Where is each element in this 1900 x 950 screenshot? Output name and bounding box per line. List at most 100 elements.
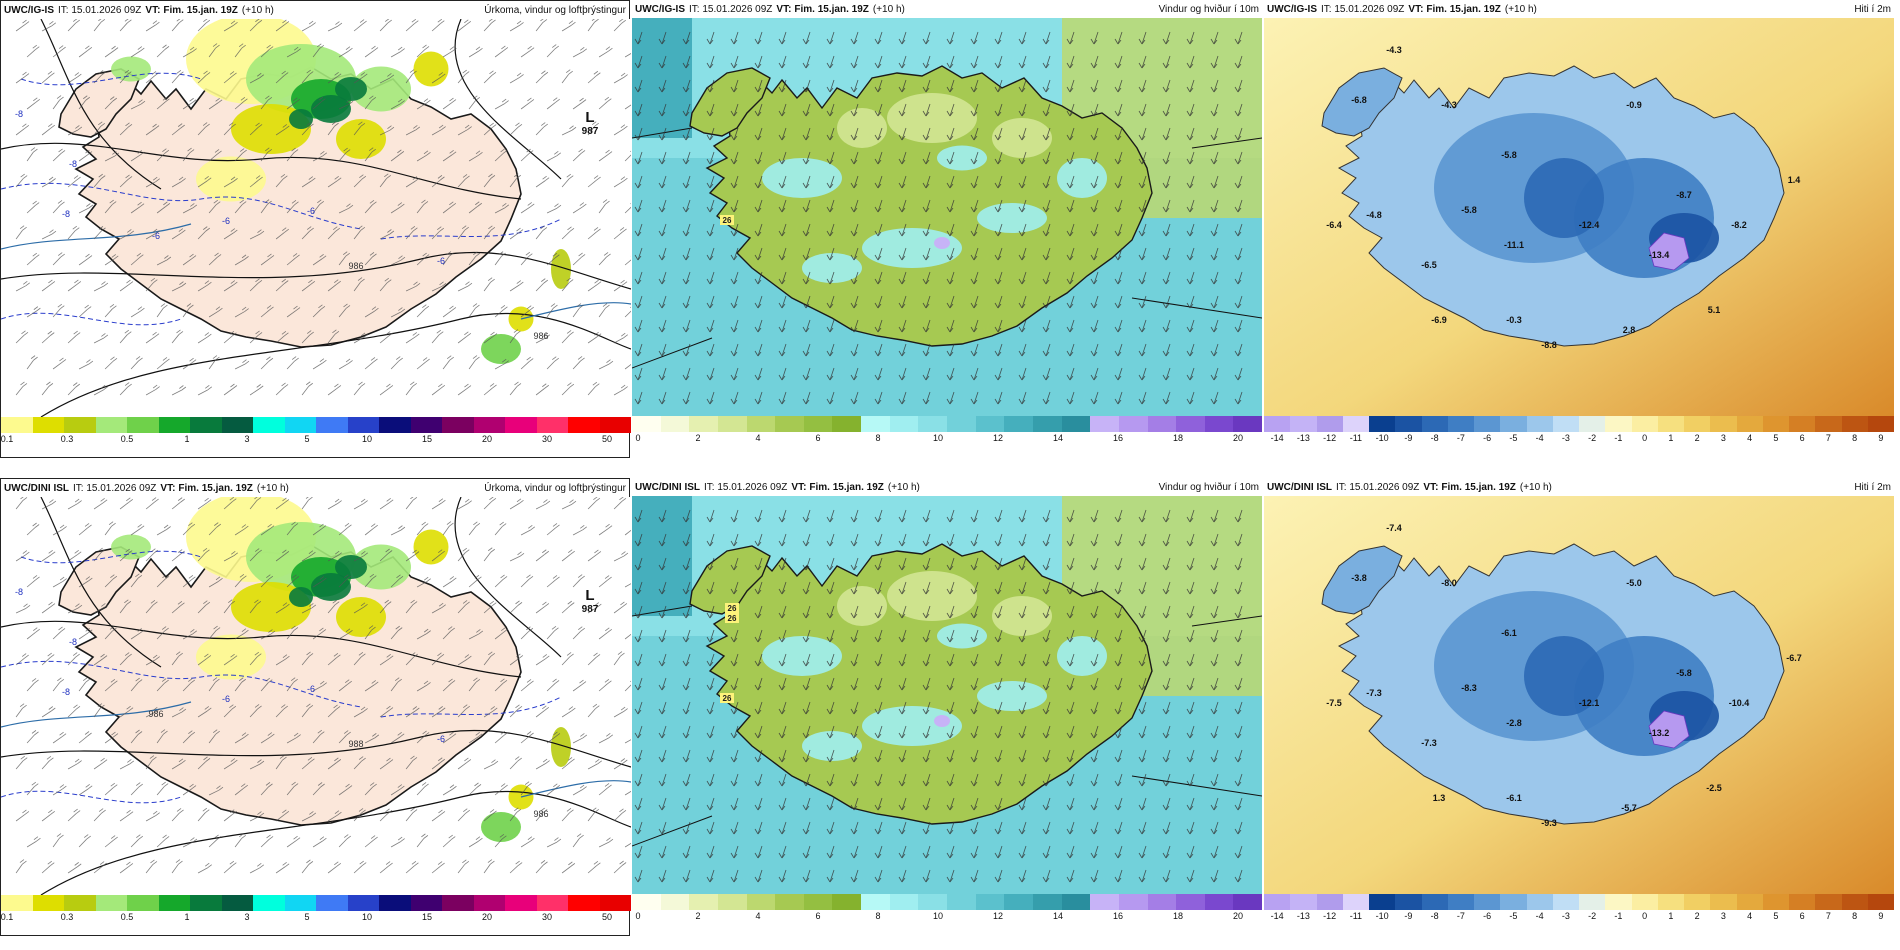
product-title: Hiti í 2m: [1854, 3, 1891, 15]
legend-tick-label: 1: [184, 434, 190, 444]
map-image[interactable]: L 987 -8 -8 -8 -6 -6 -6 -6 986 986: [1, 19, 631, 417]
model-name: UWC/DINI ISL: [4, 482, 69, 494]
wind-panel-igis: UWC/IG-IS IT: 15.01.2026 09Z VT: Fim. 15…: [632, 0, 1263, 458]
legend-swatch: [64, 895, 96, 911]
legend-swatch: [1815, 894, 1842, 910]
isotherm-label: -6: [222, 216, 230, 226]
legend-swatch: [1421, 894, 1448, 910]
map-image[interactable]: 26 26 26: [632, 496, 1262, 894]
temp-panel-igis: UWC/IG-IS IT: 15.01.2026 09Z VT: Fim. 15…: [1264, 0, 1894, 458]
legend-swatch: [379, 895, 411, 911]
map-image[interactable]: -4.3 -6.8 -4.3 -0.9 -5.8 -4.8 -5.8 -8.7 1.4 -6.4 -…: [1264, 18, 1894, 416]
legend-tick-label: 1: [1668, 433, 1674, 443]
legend-swatch: [599, 417, 631, 433]
legend-swatch: [1316, 894, 1343, 910]
gust-label: 26: [728, 604, 737, 613]
legend-tick-label: 0.5: [120, 912, 134, 922]
legend-swatch: [832, 416, 862, 432]
legend-tick-label: -6: [1483, 911, 1492, 921]
legend-swatch: [918, 894, 948, 910]
product-title: Úrkoma, vindur og loftþrýstingur: [484, 4, 626, 16]
legend-swatch: [632, 416, 661, 432]
legend-swatch: [536, 417, 568, 433]
legend-tick-label: -13: [1296, 433, 1310, 443]
legend-swatch: [1176, 894, 1205, 910]
init-time: IT: 15.01.2026 09Z: [1336, 481, 1420, 493]
map-image[interactable]: L 987 -8 -8 -8 -6 -6 -6 986 988 986: [1, 497, 631, 895]
temperature-label: -2.5: [1706, 783, 1722, 793]
map-canvas: -7.4 -3.8 -8.0 -5.0 -6.1 -7.3 -8.3 -5.8 -6.7 -7.5…: [1264, 496, 1894, 894]
legend-tick-label: 3: [1720, 911, 1726, 921]
legend-swatch: [253, 417, 285, 433]
panel-header: UWC/DINI ISL IT: 15.01.2026 09Z VT: Fim.…: [1264, 478, 1894, 496]
gust-label: 26: [723, 694, 732, 703]
lead-time: (+10 h): [256, 482, 289, 494]
legend-swatch: [689, 416, 718, 432]
legend-swatch: [1264, 416, 1291, 432]
legend-tick-label: 0.3: [60, 912, 74, 922]
legend-swatch: [127, 417, 159, 433]
temperature-label: -0.9: [1626, 100, 1642, 110]
legend-swatch: [1147, 416, 1177, 432]
map-canvas: -4.3 -6.8 -4.3 -0.9 -5.8 -4.8 -5.8 -8.7 1.4 -6.4 -…: [1264, 18, 1894, 416]
legend-swatch: [975, 894, 1005, 910]
temperature-label: -12.1: [1579, 698, 1600, 708]
model-name: UWC/IG-IS: [635, 3, 685, 15]
valid-time-label: VT:: [776, 3, 792, 15]
legend-tick-label: 15: [421, 434, 433, 444]
legend-tick-label: 0.3: [60, 434, 74, 444]
legend-tick-label: 7: [1825, 433, 1831, 443]
init-time: IT: 15.01.2026 09Z: [1321, 3, 1405, 15]
isotherm-label: -8: [15, 109, 23, 119]
legend-swatch: [442, 895, 474, 911]
temp-panel-dini: UWC/DINI ISL IT: 15.01.2026 09Z VT: Fim.…: [1264, 478, 1894, 936]
legend-swatch: [1447, 894, 1474, 910]
legend-tick-label: -9: [1404, 433, 1413, 443]
legend-tick-label: 14: [1052, 433, 1064, 443]
legend-swatch: [505, 417, 537, 433]
color-legend: 0.1 0.3 0.5 1 3 5 10 15 20 30 50: [1, 417, 631, 447]
map-canvas: 26: [632, 18, 1262, 416]
temperature-label: -6.1: [1506, 793, 1522, 803]
legend-swatch: [1605, 894, 1632, 910]
temperature-label: -6.1: [1501, 628, 1517, 638]
legend-swatch: [1789, 894, 1816, 910]
legend-swatch: [1061, 894, 1091, 910]
legend-swatch: [1204, 894, 1234, 910]
temperature-label: -8.3: [1461, 683, 1477, 693]
low-value-label: 987: [582, 126, 599, 137]
temperature-label: -6.7: [1786, 653, 1802, 663]
temperature-label: -12.4: [1579, 220, 1600, 230]
legend-swatch: [889, 416, 919, 432]
isotherm-label: -6: [437, 734, 445, 744]
legend-swatch: [1118, 894, 1148, 910]
legend-tick-label: -5: [1509, 433, 1518, 443]
legend-labels: 0 2 4 6 8 10 12 14 16 18 20: [632, 432, 1262, 446]
legend-swatch: [1684, 894, 1711, 910]
legend-tick-label: 16: [1112, 911, 1124, 921]
legend-swatch: [803, 894, 833, 910]
legend-swatch: [803, 416, 833, 432]
temperature-label: 1.3: [1433, 793, 1446, 803]
legend-tick-label: 0: [1642, 911, 1648, 921]
valid-time: Fim. 15.jan. 19Z: [809, 481, 884, 493]
isotherm-label: -8: [15, 587, 23, 597]
valid-time-label: VT:: [160, 482, 176, 494]
map-image[interactable]: -7.4 -3.8 -8.0 -5.0 -6.1 -7.3 -8.3 -5.8 -6.7 -7.5…: [1264, 496, 1894, 894]
legend-tick-label: -9: [1404, 911, 1413, 921]
legend-tick-label: 0.5: [120, 434, 134, 444]
legend-swatch: [1421, 416, 1448, 432]
legend-tick-label: 2: [1694, 433, 1700, 443]
isotherm-label: -6: [222, 694, 230, 704]
legend-swatch: [1841, 894, 1868, 910]
map-image[interactable]: 26: [632, 18, 1262, 416]
low-label: L: [585, 587, 594, 604]
legend-swatch: [1631, 416, 1658, 432]
legend-tick-label: 15: [421, 912, 433, 922]
color-legend: -14 -13 -12 -11 -10 -9 -8 -7 -6 -5 -4 -3 -2 -1 0 1 2 3 4 5 6…: [1264, 416, 1894, 446]
legend-swatch: [316, 895, 348, 911]
legend-swatch: [64, 417, 96, 433]
legend-labels: -14 -13 -12 -11 -10 -9 -8 -7 -6 -5 -4 -3 -2 -1 0 1 2 3 4 5 6…: [1264, 910, 1894, 924]
temperature-label: -5.8: [1676, 668, 1692, 678]
legend-swatch: [1710, 416, 1737, 432]
